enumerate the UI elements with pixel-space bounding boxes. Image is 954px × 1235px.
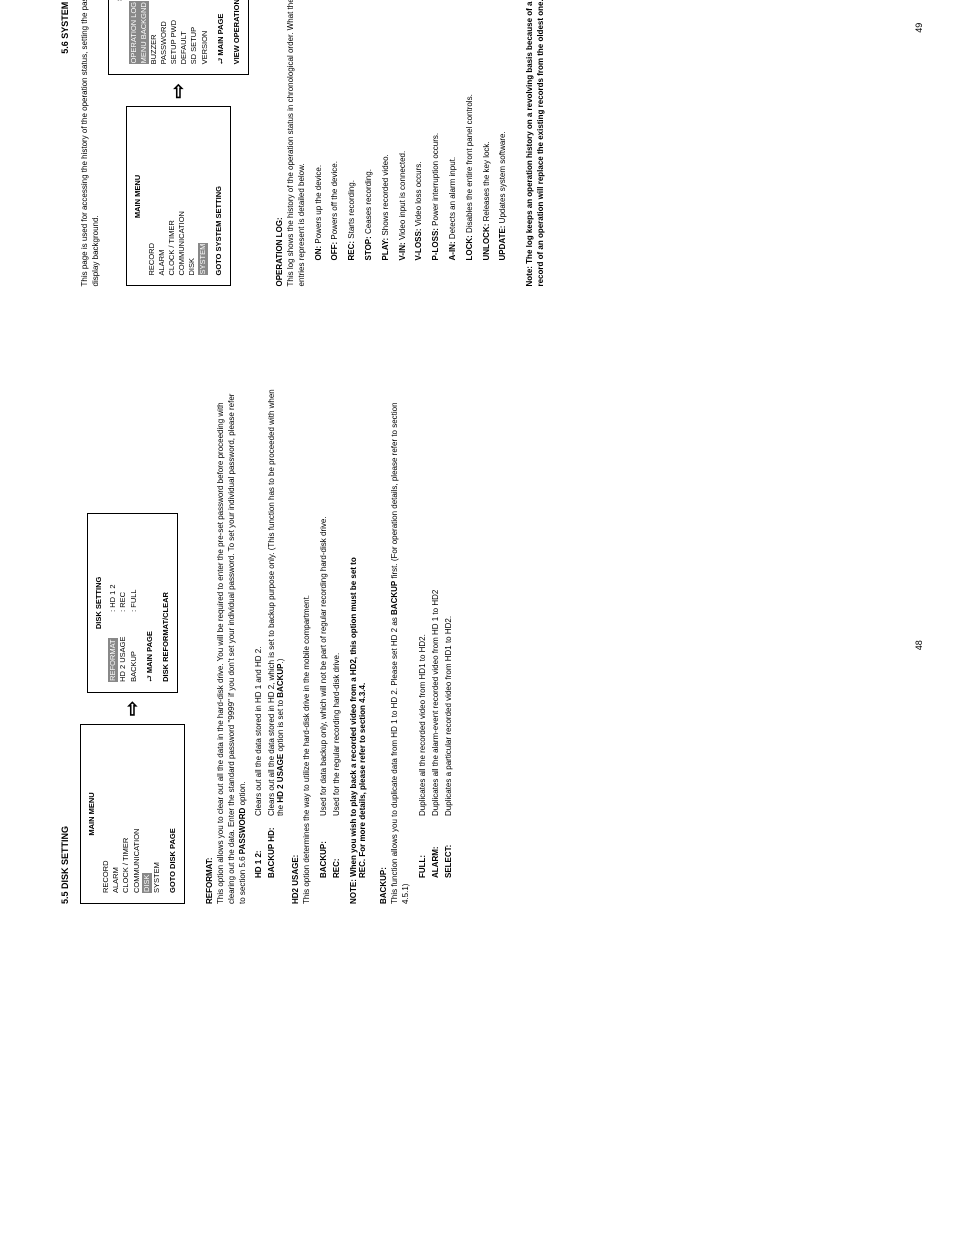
page-number: 48 — [914, 640, 924, 650]
mm-item: ALARM — [157, 118, 167, 276]
kv-row: BUZZERON — [149, 0, 159, 64]
oplog-item: V-LOSS: Video loss occurs. — [414, 0, 425, 261]
rotated-spread: 5.5 DISK SETTING MAIN MENU RECORD ALARM … — [0, 0, 954, 954]
oplog-item: ON: Powers up the device. — [314, 0, 325, 261]
backup-body: This function allows you to duplicate da… — [390, 387, 412, 905]
arrow-icon: ⇨ — [168, 83, 189, 98]
main-page-link: MAIN PAGE — [216, 0, 226, 64]
mm-item: SYSTEM — [152, 735, 162, 893]
oplog-desc: This log shows the history of the operat… — [286, 0, 308, 287]
select-row: SELECT:Duplicates a particular recorded … — [444, 387, 453, 905]
backup-head: BACKUP: — [379, 387, 388, 905]
oplog-item: UNLOCK: Releases the key lock. — [482, 0, 493, 261]
menu-row-right: MAIN MENU RECORD ALARM CLOCK / TIMER COM… — [108, 0, 249, 287]
mm-item: RECORD — [147, 118, 157, 276]
page-number: 49 — [914, 23, 924, 33]
main-menu-title: MAIN MENU — [87, 735, 97, 893]
section-title-system: 5.6 SYSTEM — [60, 0, 70, 287]
mm-item: DISK — [187, 118, 197, 276]
kv-row: SETUP PWDOFF — [169, 0, 179, 64]
hd12-label: HD 1 2: — [254, 816, 263, 878]
oplog-item: LOCK: Disables the entire front panel co… — [465, 0, 476, 261]
page-49: 5.6 SYSTEM This page is used for accessi… — [0, 0, 954, 337]
reformat-head: REFORMAT: — [205, 387, 214, 905]
oplog-item: UPDATE: Updates system software. — [498, 0, 509, 261]
note-log: Note: The log keeps an operation history… — [525, 0, 547, 287]
page-48: 5.5 DISK SETTING MAIN MENU RECORD ALARM … — [0, 337, 954, 955]
goto-disk: GOTO DISK PAGE — [168, 735, 178, 893]
backuphd-label: BACKUP HD: — [267, 816, 285, 878]
kv-row: OPERATION LOGENTER — [129, 0, 139, 64]
mm-item-hl: DISK — [142, 735, 152, 893]
backup-row: BACKUP:Used for data backup only, which … — [319, 387, 328, 905]
backuphd-desc: Clears out all the data stored in HD 2, … — [267, 387, 285, 817]
disk-setting-box: DISK SETTING REFORMATHD 1 2 HD 2 USAGERE… — [87, 513, 178, 693]
oplog-item: OFF: Powers off the device. — [330, 0, 341, 261]
kv-row: HD 2 USAGEREC — [118, 524, 128, 682]
view-op-log: VIEW OPERATION LOG — [232, 0, 242, 64]
mm-item: ALARM — [111, 735, 121, 893]
mm-item: COMMUNICATION — [132, 735, 142, 893]
kv-row: MENU BACKGNDON — [139, 0, 149, 64]
system-title: SYSTEM — [115, 0, 125, 64]
system-box: SYSTEM OPERATION LOGENTERMENU BACKGNDONB… — [108, 0, 249, 75]
kv-row: VERSIONENTER — [200, 0, 210, 64]
kv-row: DEFAULTLOAD — [179, 0, 189, 64]
kv-row: BACKUPFULL — [129, 524, 139, 682]
alarm-row: ALARM:Duplicates all the alarm-event rec… — [431, 387, 440, 905]
mm-item: CLOCK / TIMER — [121, 735, 131, 893]
main-page-link: MAIN PAGE — [145, 524, 155, 682]
rec-row: REC:Used for the regular recording hard-… — [332, 387, 341, 905]
kv-row: SD SETUPSAVE — [189, 0, 199, 64]
full-row: FULL:Duplicates all the recorded video f… — [418, 387, 427, 905]
menu-row-left: MAIN MENU RECORD ALARM CLOCK / TIMER COM… — [80, 387, 185, 905]
note-hd2: NOTE: When you wish to play back a recor… — [349, 387, 367, 905]
oplog-item: PLAY: Shows recorded video. — [381, 0, 392, 261]
hd2usage-desc: This option determines the way to utiliz… — [302, 387, 313, 905]
hd2usage-head: HD2 USAGE: — [291, 387, 300, 905]
oplog-item: P-LOSS: Power interruption occurs. — [431, 0, 442, 261]
oplog-head: OPERATION LOG: — [275, 0, 284, 287]
backuphd-row: BACKUP HD: Clears out all the data store… — [267, 387, 285, 905]
kv-row: REFORMATHD 1 2 — [108, 524, 118, 682]
reformat-body: This option allows you to clear out all … — [216, 387, 248, 905]
mm-item-hl: SYSTEM — [198, 118, 208, 276]
disk-reformat-label: DISK REFORMAT/CLEAR — [161, 524, 171, 682]
system-intro: This page is used for accessing the hist… — [80, 0, 102, 287]
oplog-item: REC: Starts recording. — [347, 0, 358, 261]
mm-item: RECORD — [101, 735, 111, 893]
arrow-icon: ⇨ — [122, 701, 143, 716]
section-title-disk: 5.5 DISK SETTING — [60, 387, 70, 905]
oplog-item: A-IN: Detects an alarm input. — [448, 0, 459, 261]
main-menu-box: MAIN MENU RECORD ALARM CLOCK / TIMER COM… — [126, 107, 231, 287]
oplog-item: STOP: Ceases recording. — [364, 0, 375, 261]
mm-item: COMMUNICATION — [177, 118, 187, 276]
main-menu-box: MAIN MENU RECORD ALARM CLOCK / TIMER COM… — [80, 724, 185, 904]
mm-item: CLOCK / TIMER — [167, 118, 177, 276]
main-menu-title: MAIN MENU — [133, 118, 143, 276]
disk-setting-title: DISK SETTING — [94, 524, 104, 682]
kv-row: PASSWORDSET — [159, 0, 169, 64]
hd12-desc: Clears out all the data stored in HD 1 a… — [254, 387, 263, 817]
goto-system: GOTO SYSTEM SETTING — [214, 118, 224, 276]
hd12-row: HD 1 2: Clears out all the data stored i… — [254, 387, 263, 905]
oplog-item: V-IN: Video input is connected. — [398, 0, 409, 261]
